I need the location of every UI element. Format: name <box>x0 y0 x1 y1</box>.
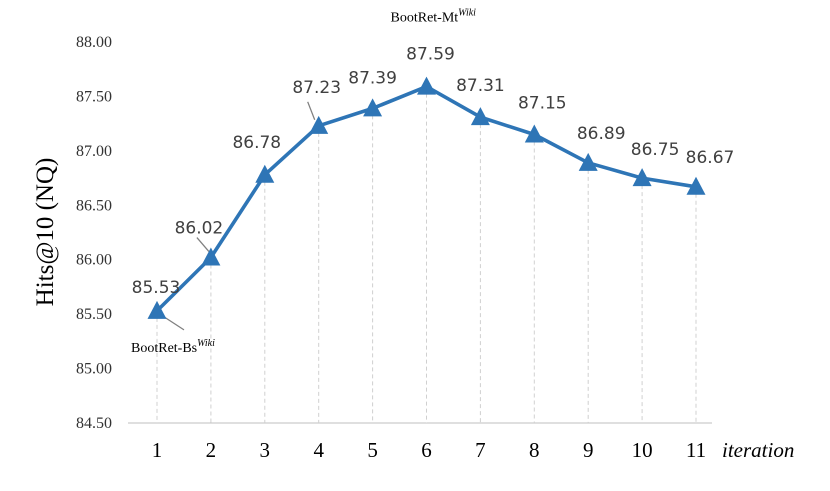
x-tick-label: 1 <box>152 438 163 462</box>
data-point-marker <box>686 176 706 195</box>
data-label: 86.78 <box>232 133 281 153</box>
y-tick-label: 88.00 <box>76 34 112 51</box>
annotation-superscript: Wiki <box>458 8 476 19</box>
data-point-marker <box>470 107 490 126</box>
data-label: 87.59 <box>406 45 455 65</box>
data-label: 87.39 <box>348 68 397 88</box>
y-tick-label: 84.50 <box>76 415 112 432</box>
data-point-marker <box>578 152 598 171</box>
x-tick-label: 2 <box>206 438 217 462</box>
leader-line <box>196 237 210 252</box>
annotation-superscript: Wiki <box>197 338 215 349</box>
y-tick-label: 86.50 <box>76 197 112 214</box>
leader-line <box>307 101 316 121</box>
y-tick-label: 87.00 <box>76 143 112 160</box>
data-point-marker <box>632 168 652 187</box>
data-label: 86.67 <box>686 148 735 168</box>
y-axis-label: Hits@10 (NQ) <box>32 158 59 307</box>
y-tick-label: 86.00 <box>76 252 112 269</box>
data-point-marker <box>255 164 275 183</box>
data-label: 86.02 <box>175 219 224 239</box>
x-tick-label: 3 <box>260 438 271 462</box>
data-label: 86.89 <box>577 124 626 144</box>
data-label: 87.23 <box>292 78 341 98</box>
y-tick-label: 85.00 <box>76 361 112 378</box>
x-tick-label: 8 <box>529 438 540 462</box>
x-axis-ticks: 1 2 3 4 5 6 7 8 9 10 11 <box>152 438 706 462</box>
y-axis-ticks: 84.50 85.00 85.50 86.00 86.50 87.00 87.50 88.00 <box>76 34 112 432</box>
data-point-marker <box>524 124 544 143</box>
data-point-marker <box>309 115 329 134</box>
x-tick-label: 9 <box>583 438 594 462</box>
x-tick-label: 6 <box>421 438 432 462</box>
x-tick-label: 7 <box>475 438 486 462</box>
annotation-text: BootRet-Mt <box>391 11 459 26</box>
y-tick-label: 85.50 <box>76 306 112 323</box>
data-label: 86.75 <box>631 140 680 160</box>
annotation-label: BootRet-MtWiki <box>391 8 477 26</box>
x-tick-label: 10 <box>632 438 653 462</box>
y-tick-label: 87.50 <box>76 88 112 105</box>
drop-lines <box>156 86 697 423</box>
series-markers <box>147 76 706 319</box>
x-axis-label: iteration <box>722 438 794 462</box>
x-tick-label: 11 <box>686 438 706 462</box>
annotation-text: BootRet-Bs <box>131 341 197 356</box>
x-tick-label: 4 <box>313 438 324 462</box>
data-label: 87.31 <box>456 76 505 96</box>
annotation-label: BootRet-BsWiki <box>131 338 215 356</box>
data-point-marker <box>363 98 383 117</box>
x-tick-label: 5 <box>367 438 378 462</box>
data-point-marker <box>201 247 221 266</box>
data-label: 87.15 <box>518 94 567 114</box>
data-point-marker <box>147 300 167 319</box>
data-label: 85.53 <box>132 278 181 298</box>
data-point-marker <box>417 76 436 95</box>
